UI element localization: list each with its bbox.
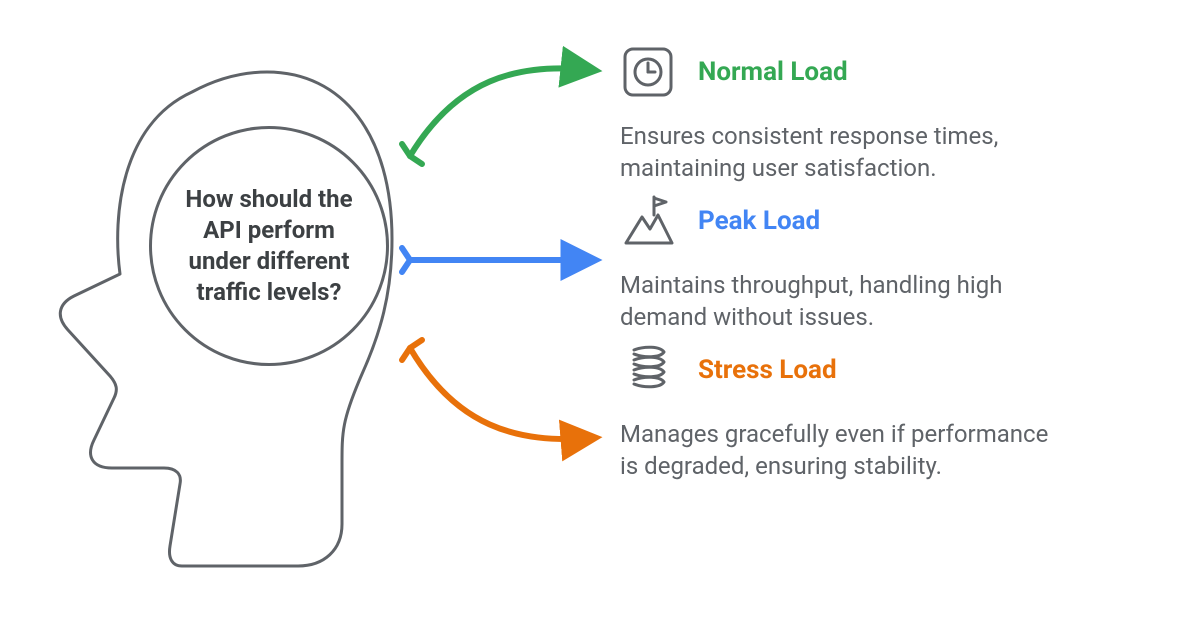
arrow-top (396, 40, 614, 170)
item-peak-load: Peak Load Maintains throughput, handling… (620, 193, 1160, 334)
item-stress-load: Stress Load Manages gracefully even if p… (620, 342, 1160, 483)
item-title: Normal Load (698, 57, 848, 87)
item-title: Stress Load (698, 355, 837, 385)
clock-icon (620, 44, 676, 100)
item-header: Normal Load (620, 44, 1160, 100)
diagram-root: How should the API perform under differe… (0, 0, 1189, 642)
head-silhouette: How should the API perform under differe… (42, 64, 402, 574)
item-header: Stress Load (620, 342, 1160, 398)
item-header: Peak Load (620, 193, 1160, 249)
items-column: Normal Load Ensures consistent response … (620, 44, 1160, 482)
item-body: Manages gracefully even if performance i… (620, 418, 1050, 483)
item-title: Peak Load (698, 206, 820, 236)
mountain-flag-icon (620, 193, 676, 249)
arrow-bottom (396, 330, 614, 470)
item-body: Ensures consistent response times, maint… (620, 120, 1050, 185)
spring-icon (620, 342, 676, 398)
item-body: Maintains throughput, handling high dema… (620, 269, 1050, 334)
item-normal-load: Normal Load Ensures consistent response … (620, 44, 1160, 185)
question-circle: How should the API perform under differe… (149, 126, 389, 366)
arrow-middle (396, 230, 614, 290)
question-text: How should the API perform under differe… (180, 184, 358, 309)
